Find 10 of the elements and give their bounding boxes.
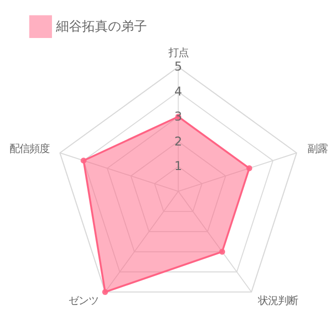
y-tick-label: 5 xyxy=(174,60,182,74)
spoke-label: ゼンツ xyxy=(68,294,99,307)
spoke-label: 状況判断 xyxy=(256,294,298,307)
y-tick-label: 2 xyxy=(174,134,182,148)
legend-label: 細谷拓真の弟子 xyxy=(55,19,147,34)
spoke-label: 配信頻度 xyxy=(9,143,50,156)
y-tick-label: 4 xyxy=(174,84,182,99)
spoke-label: 副露 xyxy=(307,143,328,156)
spoke-label: 打点 xyxy=(167,47,188,59)
y-tick-label: 1 xyxy=(174,159,182,174)
